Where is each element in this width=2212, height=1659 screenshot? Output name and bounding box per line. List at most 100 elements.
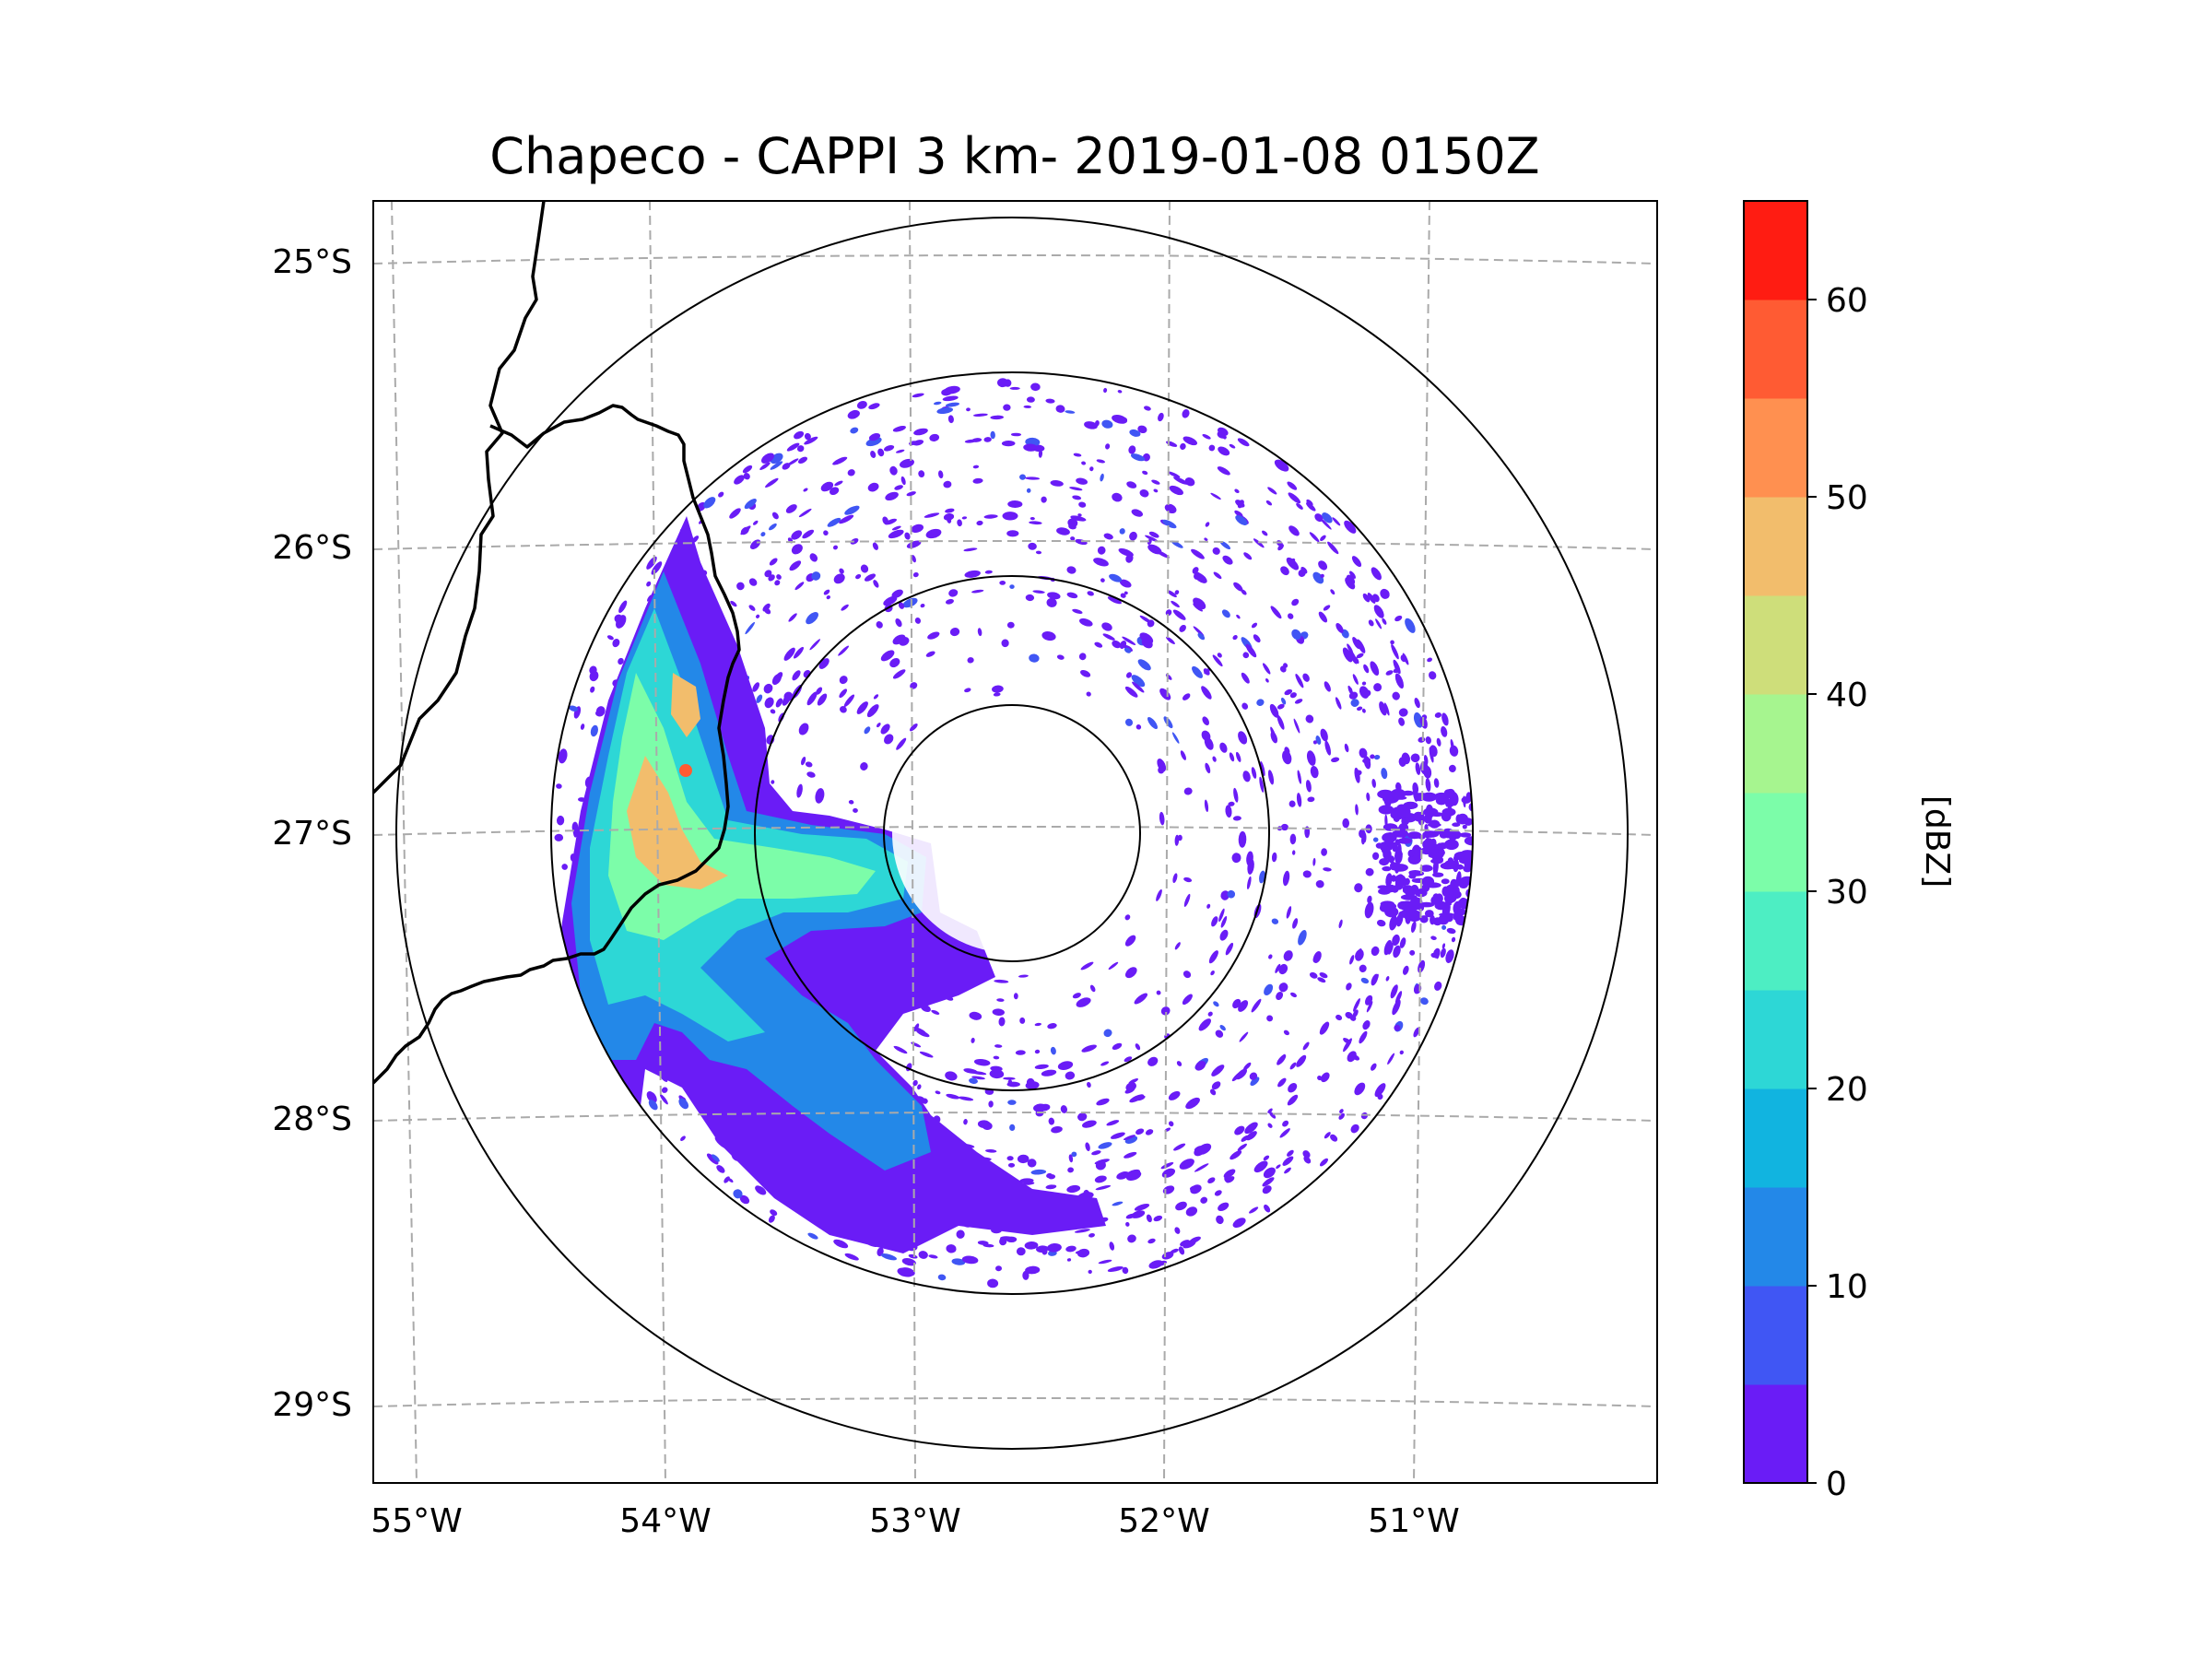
echo-speckle — [1432, 872, 1444, 877]
echo-speckle — [1112, 640, 1122, 649]
echo-speckle — [1051, 1126, 1063, 1134]
echo-speckle — [987, 1278, 999, 1288]
echo-speckle — [1312, 740, 1317, 745]
echo-speckle — [1441, 943, 1446, 949]
echo-speckle — [1363, 689, 1371, 697]
echo-speckle — [1078, 501, 1087, 508]
echo-speckle — [1101, 622, 1112, 631]
echo-speckle — [807, 1232, 818, 1240]
echo-speckle — [850, 538, 859, 545]
echo-speckle — [1342, 647, 1353, 663]
colorbar-bin — [1744, 595, 1807, 695]
echo-speckle — [1424, 829, 1431, 839]
echo-speckle — [1385, 976, 1390, 982]
echo-speckle — [1145, 1129, 1154, 1135]
echo-speckle — [1093, 558, 1109, 567]
echo-speckle — [864, 726, 871, 735]
echo-speckle — [1182, 693, 1191, 700]
echo-speckle — [1194, 572, 1207, 583]
echo-speckle — [904, 532, 911, 540]
echo-speckle — [898, 602, 905, 609]
echo-speckle — [1183, 893, 1191, 907]
echo-speckle — [1022, 1270, 1030, 1280]
echo-speckle — [1411, 877, 1426, 884]
echo-speckle — [1119, 528, 1125, 535]
echo-speckle — [1174, 834, 1180, 846]
echo-speckle — [829, 487, 840, 496]
echo-speckle — [1041, 1069, 1057, 1077]
echo-speckle — [1393, 945, 1401, 959]
reflectivity-field — [553, 378, 1473, 1288]
echo-speckle — [1279, 1128, 1290, 1138]
echo-speckle — [1128, 445, 1136, 454]
echo-speckle — [1354, 767, 1360, 783]
echo-speckle — [1342, 818, 1350, 829]
echo-speckle — [1125, 1221, 1130, 1227]
echo-speckle — [727, 1177, 734, 1183]
echo-speckle — [1266, 1015, 1274, 1022]
colorbar-bin — [1744, 891, 1807, 991]
echo-speckle — [1320, 535, 1326, 542]
echo-speckle — [1131, 675, 1146, 688]
echo-speckle — [1211, 916, 1218, 927]
echo-speckle — [1269, 703, 1279, 718]
echo-speckle — [1380, 588, 1390, 599]
echo-speckle — [866, 704, 879, 718]
echo-speckle — [1048, 1174, 1056, 1180]
echo-speckle — [1103, 1029, 1112, 1038]
echo-speckle — [618, 600, 628, 614]
echo-speckle — [1006, 1236, 1018, 1242]
echo-speckle — [1160, 1161, 1174, 1170]
echo-speckle — [847, 469, 855, 477]
echo-speckle — [868, 433, 881, 441]
echo-speckle — [1238, 731, 1248, 745]
echo-speckle — [1355, 804, 1359, 816]
echo-speckle — [786, 442, 800, 452]
echo-speckle — [1374, 1083, 1386, 1098]
echo-speckle — [1280, 697, 1287, 705]
echo-speckle — [1425, 778, 1431, 792]
echo-speckle — [1271, 918, 1279, 924]
echo-speckle — [1302, 1150, 1311, 1159]
echo-speckle — [1125, 554, 1134, 563]
echo-speckle — [1218, 1202, 1230, 1211]
echo-speckle — [1415, 762, 1421, 775]
echo-speckle — [1145, 535, 1159, 543]
echo-speckle — [734, 475, 745, 485]
echo-speckle — [1171, 600, 1180, 608]
echo-speckle — [1453, 886, 1460, 896]
echo-speckle — [1366, 1001, 1373, 1013]
echo-speckle — [1208, 444, 1216, 452]
echo-speckle — [993, 692, 1001, 697]
echo-speckle — [1350, 699, 1359, 707]
echo-speckle — [1382, 618, 1387, 625]
echo-speckle — [820, 481, 834, 492]
storm-band-west — [553, 516, 1106, 1272]
echo-speckle — [1159, 811, 1165, 826]
echo-speckle — [1066, 566, 1077, 574]
echo-speckle — [1245, 1131, 1257, 1141]
echo-speckle — [1287, 1149, 1294, 1157]
echo-speckle — [1034, 1022, 1041, 1027]
echo-speckle — [595, 710, 603, 717]
echo-speckle — [1219, 540, 1231, 550]
colorbar-bin — [1744, 1088, 1807, 1188]
echo-speckle — [910, 682, 918, 689]
echo-speckle — [1024, 1241, 1039, 1250]
echo-speckle — [1331, 757, 1340, 763]
echo-speckle — [765, 477, 779, 488]
echo-speckle — [1232, 1218, 1246, 1229]
echo-speckle — [1205, 522, 1210, 527]
echo-speckle — [1225, 805, 1232, 818]
echo-speckle — [1068, 1154, 1074, 1163]
echo-speckle — [1135, 1043, 1141, 1051]
echo-speckle — [1182, 971, 1192, 979]
echo-speckle — [912, 555, 916, 563]
echo-speckle — [1307, 796, 1315, 803]
echo-speckle — [1066, 1258, 1072, 1262]
echo-speckle — [1137, 425, 1147, 434]
echo-speckle — [1079, 618, 1093, 627]
echo-speckle — [1074, 1229, 1090, 1233]
echo-speckle — [1394, 673, 1405, 689]
echo-speckle — [558, 748, 568, 764]
